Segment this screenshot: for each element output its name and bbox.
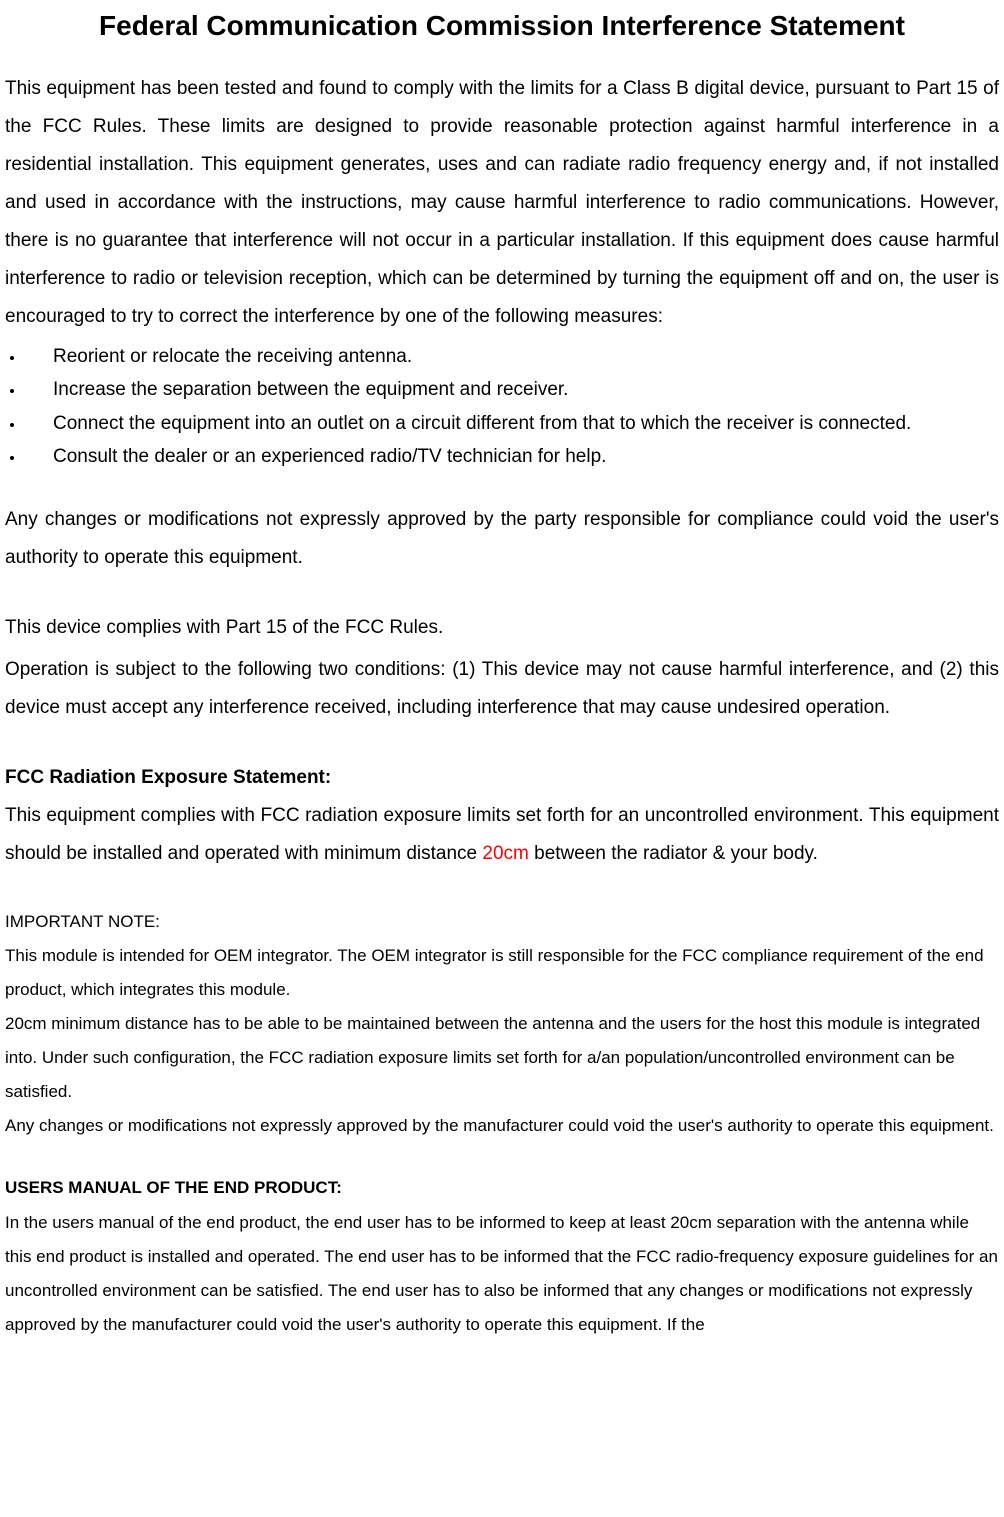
radiation-distance: 20cm bbox=[482, 843, 528, 864]
users-manual-heading: USERS MANUAL OF THE END PRODUCT: bbox=[5, 1171, 999, 1206]
document-title: Federal Communication Commission Interfe… bbox=[5, 10, 999, 42]
radiation-text-post: between the radiator & your body. bbox=[529, 843, 818, 864]
important-paragraph-3: Any changes or modifications not express… bbox=[5, 1109, 999, 1143]
list-item: Consult the dealer or an experienced rad… bbox=[25, 440, 999, 473]
intro-paragraph: This equipment has been tested and found… bbox=[5, 70, 999, 336]
modifications-paragraph: Any changes or modifications not express… bbox=[5, 501, 999, 577]
list-item: Increase the separation between the equi… bbox=[25, 373, 999, 406]
users-manual-paragraph: In the users manual of the end product, … bbox=[5, 1206, 999, 1342]
important-paragraph-2: 20cm minimum distance has to be able to … bbox=[5, 1007, 999, 1109]
radiation-heading: FCC Radiation Exposure Statement: bbox=[5, 759, 999, 797]
measures-list: Reorient or relocate the receiving anten… bbox=[5, 340, 999, 473]
compliance-paragraph-line2: Operation is subject to the following tw… bbox=[5, 651, 999, 727]
compliance-paragraph-line1: This device complies with Part 15 of the… bbox=[5, 609, 999, 647]
important-paragraph-1: This module is intended for OEM integrat… bbox=[5, 939, 999, 1007]
radiation-paragraph: This equipment complies with FCC radiati… bbox=[5, 797, 999, 873]
list-item: Reorient or relocate the receiving anten… bbox=[25, 340, 999, 373]
important-note-heading: IMPORTANT NOTE: bbox=[5, 905, 999, 939]
list-item: Connect the equipment into an outlet on … bbox=[25, 407, 999, 440]
